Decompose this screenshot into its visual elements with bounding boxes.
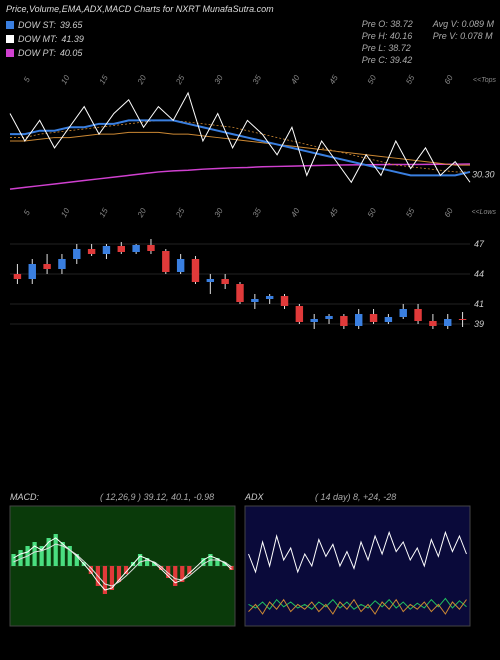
stats: Pre O: 38.72 Avg V: 0.089 M Pre H: 40.16…: [362, 18, 494, 66]
legend-item-pt: DOW PT: 40.05: [6, 46, 84, 60]
svg-text:<<Tops: <<Tops: [473, 77, 497, 84]
svg-text:ADX: ADX: [244, 492, 265, 502]
svg-text:10: 10: [59, 206, 72, 219]
svg-text:40: 40: [289, 206, 302, 219]
svg-text:<<Lows: <<Lows: [471, 209, 496, 216]
svg-text:35: 35: [251, 206, 264, 219]
swatch-pt: [6, 49, 14, 57]
svg-text:47: 47: [474, 239, 485, 249]
stat-pre-o: Pre O: 38.72: [362, 18, 413, 30]
swatch-st: [6, 21, 14, 29]
legend-value-pt: 40.05: [60, 46, 83, 60]
svg-text:20: 20: [135, 206, 148, 220]
svg-text:45: 45: [328, 73, 341, 86]
swatch-mt: [6, 35, 14, 43]
svg-text:50: 50: [366, 206, 379, 219]
legend-item-st: DOW ST: 39.65: [6, 18, 84, 32]
svg-text:55: 55: [404, 206, 417, 219]
stat-avg-v: Avg V: 0.089 M: [433, 18, 494, 30]
svg-text:20: 20: [135, 73, 148, 87]
charts-svg: 5 10 15 20 25 30 35 40 45 50 55 60 <<Tops 30.30 5 10 15 2…: [0, 66, 500, 656]
legend-label-st: DOW ST:: [18, 18, 56, 32]
svg-text:45: 45: [328, 206, 341, 219]
stat-pre-c: Pre C: 39.42: [362, 54, 413, 66]
svg-text:( 12,26,9 ) 39.12, 40.1, -0.: ( 12,26,9 ) 39.12, 40.1, -0.98: [100, 492, 214, 502]
legend-label-pt: DOW PT:: [18, 46, 56, 60]
svg-text:5: 5: [22, 208, 32, 217]
svg-text:10: 10: [59, 73, 72, 86]
legend-item-mt: DOW MT: 41.39: [6, 32, 84, 46]
svg-text:55: 55: [404, 73, 417, 86]
legend-label-mt: DOW MT:: [18, 32, 57, 46]
svg-text:MACD:: MACD:: [10, 492, 39, 502]
svg-text:39: 39: [474, 319, 484, 329]
legend: DOW ST: 39.65 DOW MT: 41.39 DOW PT: 40.0…: [6, 18, 84, 66]
svg-text:50: 50: [366, 73, 379, 86]
legend-value-st: 39.65: [60, 18, 83, 32]
svg-text:25: 25: [174, 206, 187, 220]
svg-text:5: 5: [22, 75, 32, 84]
stat-pre-v: Pre V: 0.078 M: [433, 30, 494, 42]
svg-text:60: 60: [443, 73, 456, 86]
svg-text:25: 25: [174, 73, 187, 87]
svg-text:15: 15: [98, 206, 111, 219]
chart-title: Price,Volume,EMA,ADX,MACD Charts for NXR…: [0, 0, 500, 18]
svg-text:30: 30: [213, 206, 226, 219]
svg-text:40: 40: [289, 73, 302, 86]
svg-text:30: 30: [213, 73, 226, 86]
svg-text:( 14 day) 8, +24, -28: ( 14 day) 8, +24, -28: [315, 492, 396, 502]
svg-text:60: 60: [443, 206, 456, 219]
header-row: DOW ST: 39.65 DOW MT: 41.39 DOW PT: 40.0…: [0, 18, 500, 66]
svg-text:44: 44: [474, 269, 484, 279]
stat-pre-h: Pre H: 40.16: [362, 30, 413, 42]
svg-text:41: 41: [474, 299, 484, 309]
stat-pre-l: Pre L: 38.72: [362, 42, 413, 54]
legend-value-mt: 41.39: [61, 32, 84, 46]
svg-text:15: 15: [98, 73, 111, 86]
svg-text:35: 35: [251, 73, 264, 86]
svg-text:30.30: 30.30: [472, 169, 495, 179]
